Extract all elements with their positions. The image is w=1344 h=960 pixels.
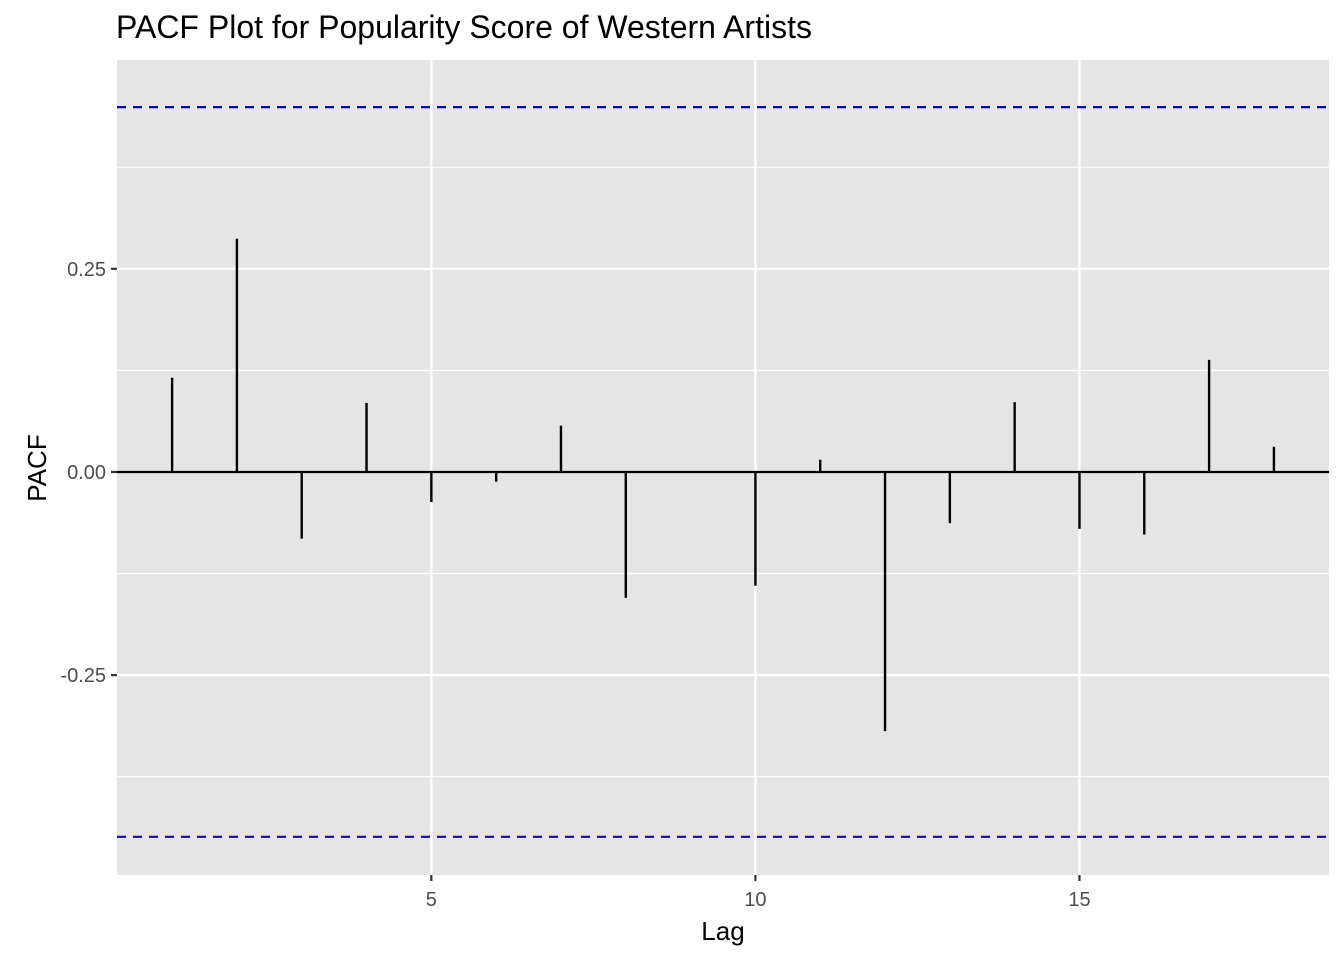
- y-tick-label: -0.25: [60, 665, 106, 687]
- y-tick-label: 0.25: [67, 259, 106, 281]
- y-axis-title: PACF: [22, 434, 52, 501]
- x-axis: 5 10 15: [426, 875, 1091, 911]
- x-axis-title: Lag: [701, 916, 744, 946]
- plot-panel: [117, 60, 1329, 875]
- chart-title: PACF Plot for Popularity Score of Wester…: [116, 9, 812, 45]
- x-tick-label: 10: [744, 889, 766, 911]
- x-tick-label: 5: [426, 889, 437, 911]
- x-tick-label: 15: [1068, 889, 1090, 911]
- pacf-bars: [170, 238, 1276, 732]
- confidence-lines: [117, 106, 1329, 838]
- y-tick-label: 0.00: [67, 462, 106, 484]
- y-axis: -0.25 0.00 0.25: [60, 259, 117, 687]
- minor-gridlines: [117, 166, 1329, 778]
